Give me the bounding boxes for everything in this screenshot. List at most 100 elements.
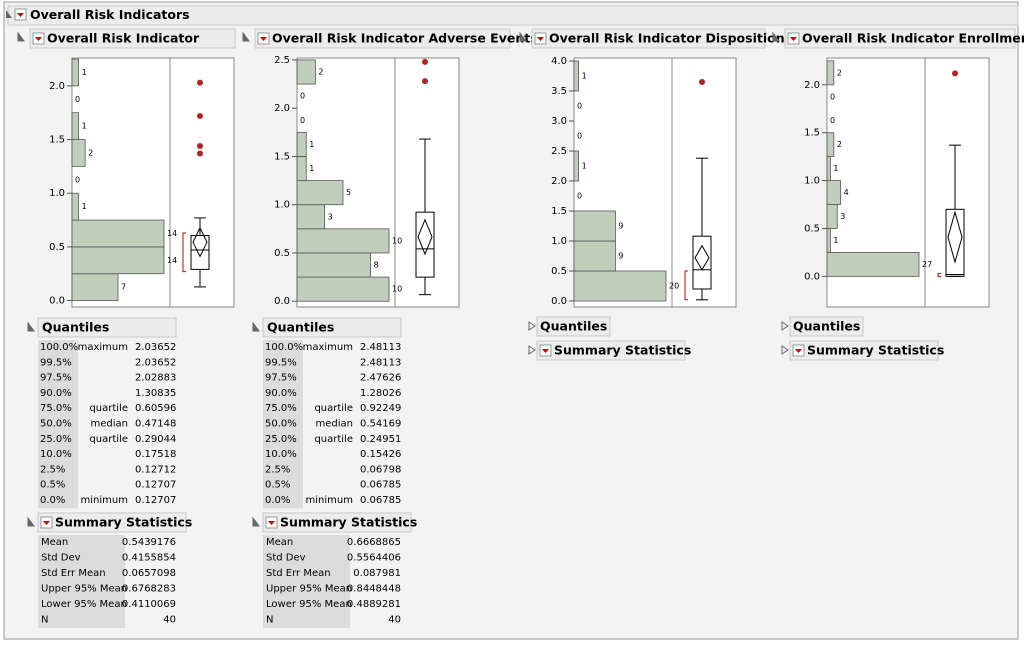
y-tick-label: 1.5 — [804, 128, 820, 139]
quantile-value: 0.17518 — [135, 449, 176, 460]
quantile-pct: 75.0% — [40, 403, 72, 414]
histogram-bar — [296, 156, 307, 181]
disclosure-icon[interactable] — [27, 516, 35, 527]
quantiles-title: Quantiles — [42, 320, 109, 335]
quantile-value: 0.54169 — [360, 419, 401, 430]
panel-header — [531, 28, 766, 49]
y-tick-label: 0.0 — [804, 271, 820, 282]
stat-value: 0.4155854 — [122, 553, 176, 564]
histogram-bar — [826, 156, 831, 181]
y-tick-label: 0.5 — [274, 248, 290, 259]
y-tick-label: 1.0 — [551, 236, 567, 247]
y-tick-label: 2.5 — [551, 146, 567, 157]
y-tick-label: 1.0 — [274, 200, 290, 211]
disclosure-icon[interactable] — [17, 31, 25, 42]
stat-label: Upper 95% Mean — [41, 584, 127, 595]
count-label: 7 — [121, 283, 126, 292]
histogram-bar — [573, 210, 616, 242]
y-tick-label: 0.0 — [551, 296, 567, 307]
shortest-half — [937, 272, 941, 277]
menu-arrow — [260, 37, 267, 41]
quantile-value: 0.24951 — [360, 434, 401, 445]
y-tick-label: 1.5 — [49, 135, 65, 146]
quantiles-header — [37, 317, 177, 338]
histogram-bar — [71, 112, 79, 140]
quantile-pct: 0.5% — [265, 480, 290, 491]
count-label: 3 — [840, 212, 845, 221]
count-label: 2 — [318, 67, 323, 76]
menu-arrow — [795, 349, 802, 353]
count-label: 0 — [75, 175, 80, 184]
stat-label: Std Err Mean — [266, 568, 331, 579]
stat-value: 0.4110069 — [122, 599, 176, 610]
quantile-value: 0.12712 — [135, 464, 176, 475]
disclosure-icon[interactable] — [252, 516, 260, 527]
y-tick-label: 2.0 — [49, 81, 65, 92]
disclosure-icon[interactable] — [519, 31, 527, 42]
stat-value: 0.5439176 — [122, 537, 176, 548]
quantile-label: quartile — [314, 403, 353, 414]
quantile-label: median — [316, 419, 354, 430]
disclosure-icon[interactable] — [6, 10, 12, 18]
disclosure-icon[interactable] — [781, 345, 789, 355]
quantile-value: 2.02883 — [135, 373, 176, 384]
histogram-bar — [826, 252, 920, 277]
histogram-bar — [573, 270, 667, 302]
count-label: 1 — [582, 162, 587, 171]
histogram-bar — [71, 246, 165, 275]
count-label: 27 — [922, 260, 932, 269]
menu-arrow — [542, 349, 549, 353]
count-label: 1 — [309, 140, 314, 149]
quantile-label: quartile — [314, 434, 353, 445]
report-title: Overall Risk Indicators — [30, 7, 190, 22]
quantile-pct: 99.5% — [265, 357, 297, 368]
count-label: 0 — [577, 132, 582, 141]
quantile-pct: 0.0% — [40, 495, 65, 506]
stat-label: Mean — [41, 537, 68, 548]
stat-value: 40 — [163, 615, 176, 626]
box — [945, 208, 965, 277]
outlier — [197, 150, 203, 157]
y-tick-label: 1.0 — [49, 188, 65, 199]
histogram-bar — [826, 132, 835, 158]
label-column-bg — [38, 535, 125, 628]
count-label: 1 — [309, 164, 314, 173]
disclosure-icon[interactable] — [528, 321, 536, 331]
quantile-value: 0.06785 — [360, 480, 401, 491]
menu-arrow — [790, 37, 797, 41]
quantile-value: 0.06798 — [360, 464, 401, 475]
quantile-value: 1.28026 — [360, 388, 401, 399]
quantile-pct: 10.0% — [40, 449, 72, 460]
disclosure-icon[interactable] — [528, 345, 536, 355]
disclosure-icon[interactable] — [252, 321, 260, 332]
outlier — [197, 112, 203, 119]
stat-label: Std Dev — [41, 553, 81, 564]
disclosure-icon[interactable] — [27, 321, 35, 332]
histogram-bar — [296, 204, 326, 230]
count-label: 0 — [830, 116, 835, 125]
box — [190, 235, 210, 270]
disclosure-icon[interactable] — [772, 31, 780, 42]
quantile-value: 0.92249 — [360, 403, 401, 414]
stat-label: Lower 95% Mean — [41, 599, 127, 610]
histogram-bar — [826, 204, 838, 229]
quantile-value: 0.60596 — [135, 403, 176, 414]
stat-value: 0.0657098 — [122, 568, 176, 579]
quantile-pct: 99.5% — [40, 357, 72, 368]
count-label: 9 — [618, 252, 623, 261]
disclosure-icon[interactable] — [242, 31, 250, 42]
count-label: 4 — [844, 188, 849, 197]
quantiles-header — [789, 316, 864, 337]
stat-label: N — [266, 615, 273, 626]
menu-arrow — [268, 521, 275, 525]
stat-value: 0.4889281 — [347, 599, 401, 610]
count-label: 0 — [577, 102, 582, 111]
histogram-bar — [296, 276, 390, 302]
histogram-bar — [573, 60, 579, 92]
y-tick-label: 2.0 — [804, 80, 820, 91]
disclosure-icon[interactable] — [781, 321, 789, 331]
quantiles-header — [262, 317, 402, 338]
histogram-bar — [296, 252, 371, 278]
y-tick-label: 0.5 — [49, 242, 65, 253]
